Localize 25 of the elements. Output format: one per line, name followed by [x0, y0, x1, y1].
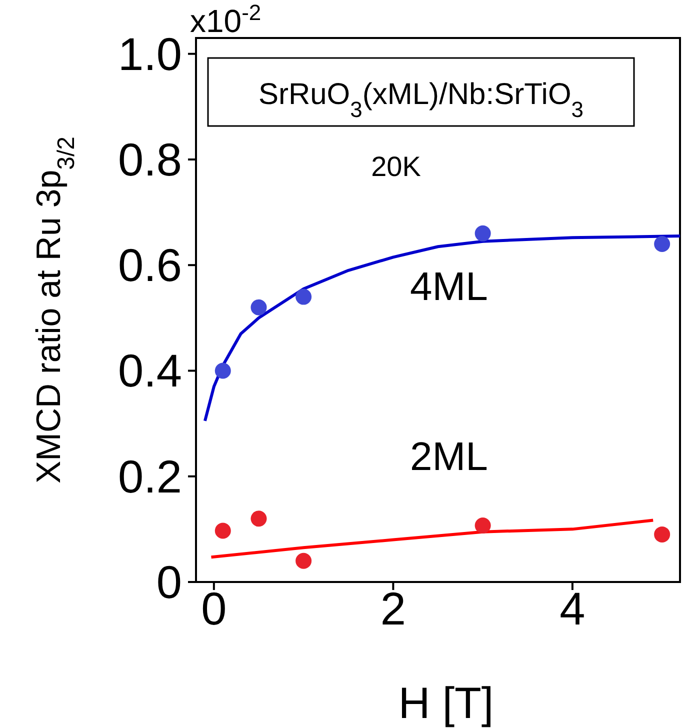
annotation: SrRuO$_{3}$(xML)/Nb:SrTiO$_{3}$: [258, 78, 584, 122]
point: [214, 522, 231, 539]
point: [250, 299, 267, 316]
point: [214, 362, 231, 379]
line-series: [210, 518, 655, 559]
series-label: 2ML: [410, 435, 488, 479]
y-tick-label: 1.0: [118, 28, 182, 80]
point: [474, 225, 491, 242]
x-axis-title: H [T]: [398, 679, 494, 728]
point: [296, 288, 312, 305]
y-tick-label: 0.8: [118, 133, 182, 186]
x-tick-label: 2: [380, 582, 406, 635]
point: [296, 552, 312, 569]
point: [654, 236, 670, 252]
x-tick-label: 0: [201, 582, 227, 635]
y-tick-label: 0.4: [118, 344, 182, 397]
y-tick-label: 0.2: [118, 450, 182, 502]
x-tick-label: 4: [560, 582, 586, 635]
series-label: 4ML: [410, 265, 488, 309]
annotation: 20K: [371, 151, 422, 182]
y-tick-label: 0.6: [118, 239, 182, 292]
point: [250, 510, 267, 527]
annotation: x10$^{-2}$: [190, 0, 262, 39]
point: [474, 517, 491, 534]
point: [654, 526, 670, 542]
